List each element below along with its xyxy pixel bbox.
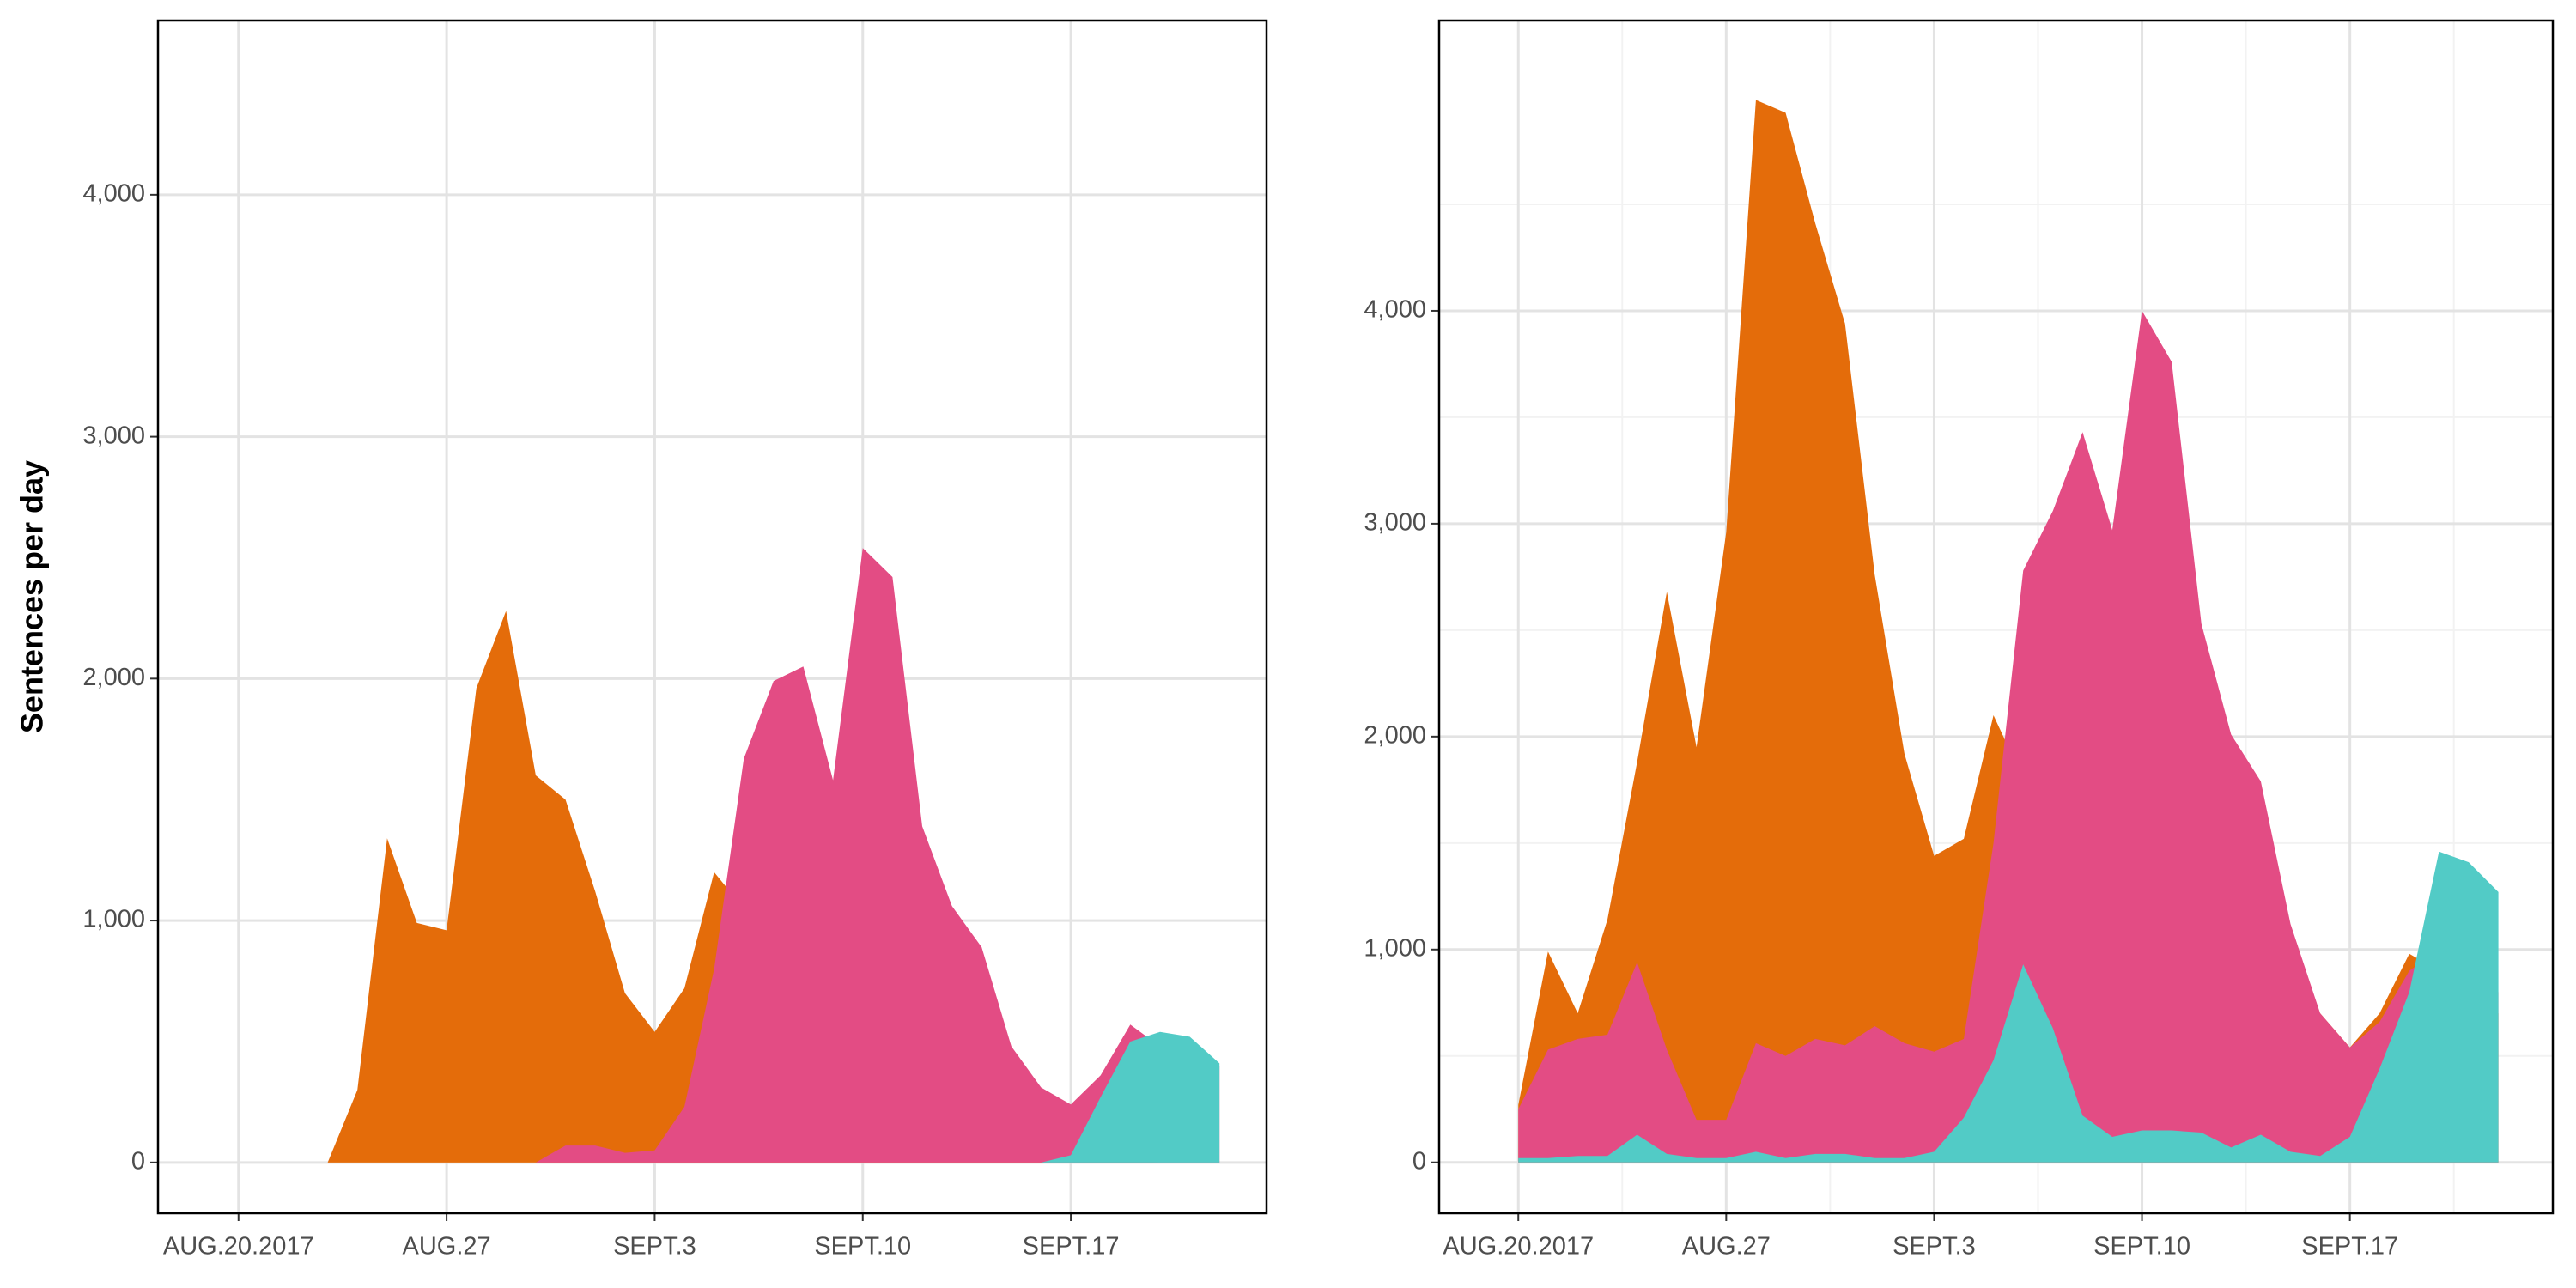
y-tick-label: 1,000 — [1364, 934, 1426, 962]
x-tick-label: AUG.27 — [403, 1233, 491, 1261]
x-tick-label: SEPT.10 — [2093, 1233, 2190, 1261]
x-tick-label: SEPT.17 — [1023, 1233, 1120, 1261]
y-tick-label: 0 — [1413, 1147, 1426, 1175]
x-tick-label: AUG.20.2017 — [163, 1233, 314, 1261]
y-tick-label: 3,000 — [1364, 509, 1426, 537]
area — [297, 1031, 1220, 1163]
y-tick-label: 1,000 — [82, 906, 145, 933]
x-tick-label: SEPT.10 — [814, 1233, 911, 1261]
x-tick-label: SEPT.3 — [613, 1233, 696, 1261]
x-tick-label: SEPT.3 — [1893, 1233, 1976, 1261]
x-tick-label: SEPT.17 — [2301, 1233, 2398, 1261]
panel-border — [1437, 19, 2555, 1215]
area — [297, 611, 1220, 1163]
y-tick-label: 0 — [131, 1147, 145, 1175]
y-tick-label: 4,000 — [82, 180, 145, 208]
y-tick-label: 3,000 — [82, 422, 145, 449]
y-tick-label: 2,000 — [1364, 722, 1426, 750]
x-tick-label: AUG.20.2017 — [1443, 1233, 1594, 1261]
area — [297, 548, 1220, 1163]
panel-border — [156, 19, 1268, 1215]
y-axis-label: Sentences per day — [15, 460, 50, 733]
y-tick-label: 4,000 — [1364, 296, 1426, 324]
area — [1518, 100, 2499, 1163]
y-tick-label: 2,000 — [82, 664, 145, 691]
area — [1518, 310, 2499, 1163]
x-tick-label: AUG.27 — [1682, 1233, 1771, 1261]
area — [1518, 851, 2499, 1163]
